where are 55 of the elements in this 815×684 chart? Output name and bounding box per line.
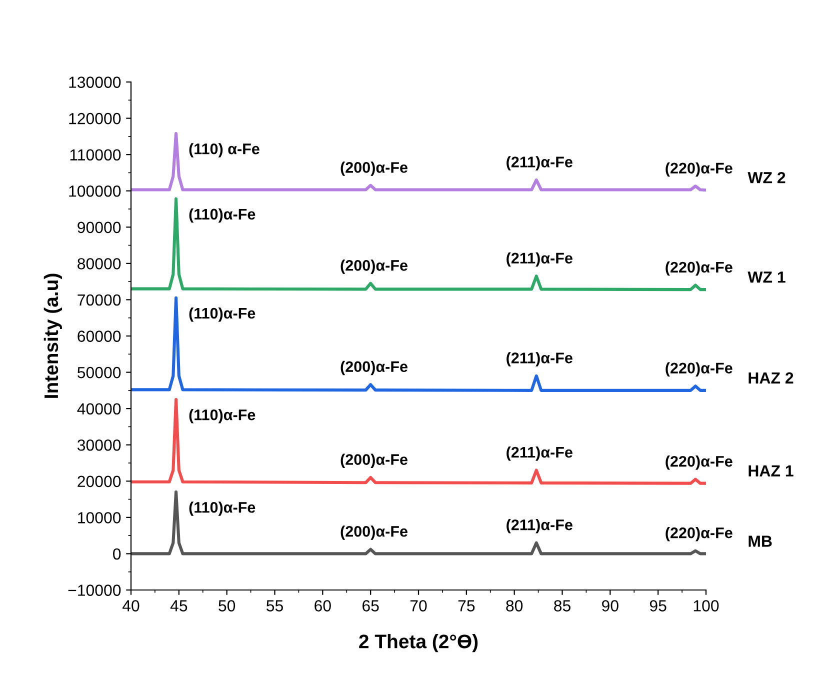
x-tick-label: 85: [554, 600, 570, 612]
annotation: (220)α-Fe: [666, 162, 732, 177]
y-tick-label: 90000: [78, 222, 121, 234]
annotation: (220)α-Fe: [666, 261, 732, 276]
annotation: (200)α-Fe: [340, 162, 408, 176]
y-tick-label: 130000: [69, 76, 121, 88]
text: HAZ 1: [748, 465, 794, 476]
x-tick-label: 60: [314, 600, 331, 612]
x-tick-label: 45: [170, 600, 188, 612]
x-tick-label: 80: [506, 600, 523, 612]
annotation: (200)α-Fe: [340, 360, 408, 376]
annotation: (220)α-Fe: [666, 527, 732, 542]
annotation: (110) α-Fe: [189, 143, 260, 158]
x-tick-label: 95: [650, 600, 666, 612]
text: WZ 1: [748, 272, 786, 283]
y-axis-title: Intensity (a.u): [44, 274, 62, 398]
annotation: (211)α-Fe: [506, 446, 572, 461]
annotation: (211)α-Fe: [506, 519, 572, 534]
annotation: (220)α-Fe: [666, 456, 732, 470]
annotation: (110)α-Fe: [189, 502, 256, 516]
y-tick-label: 120000: [69, 112, 121, 124]
annotation: (200)α-Fe: [340, 260, 408, 274]
annotation: (110)α-Fe: [189, 307, 256, 322]
y-tick-label: 10000: [78, 512, 121, 524]
annotation: (200)α-Fe: [340, 526, 408, 540]
annotation: (211)α-Fe: [506, 352, 572, 366]
y-tick-label: 60000: [78, 330, 121, 342]
x-tick-label: 40: [122, 600, 140, 612]
y-tick-label: 110000: [70, 149, 121, 161]
y-tick-label: 0: [113, 548, 121, 560]
y-tick-label: −10000: [68, 584, 121, 596]
y-tick-label: 20000: [78, 476, 121, 488]
text: WZ 2: [748, 172, 786, 184]
y-tick-label: 100000: [69, 185, 121, 197]
x-tick-label: 70: [410, 600, 427, 612]
x-tick-label: 65: [362, 600, 379, 612]
x-tick-label: 90: [602, 600, 618, 612]
y-tick-label: 50000: [78, 366, 121, 378]
annotation: (211)α-Fe: [506, 156, 572, 170]
x-tick-label: 50: [218, 600, 236, 612]
x-tick-label: 100: [694, 600, 719, 612]
y-tick-label: 40000: [77, 403, 121, 415]
annotation: (220)α-Fe: [666, 362, 732, 377]
annotation: (200)α-Fe: [340, 454, 408, 468]
text: MB: [748, 536, 772, 547]
text: HAZ 2: [748, 372, 794, 384]
y-tick-label: 70000: [78, 294, 121, 306]
y-tick-label: 30000: [77, 439, 121, 451]
y-tick-label: 80000: [78, 258, 121, 270]
x-axis-title: 2 Theta (2°Ө): [359, 634, 478, 652]
annotation: (110)α-Fe: [189, 208, 256, 223]
x-tick-label: 75: [458, 600, 475, 612]
x-tick-label: 55: [266, 600, 283, 612]
annotation: (110)α-Fe: [189, 409, 256, 424]
annotation: (211)α-Fe: [506, 252, 572, 267]
